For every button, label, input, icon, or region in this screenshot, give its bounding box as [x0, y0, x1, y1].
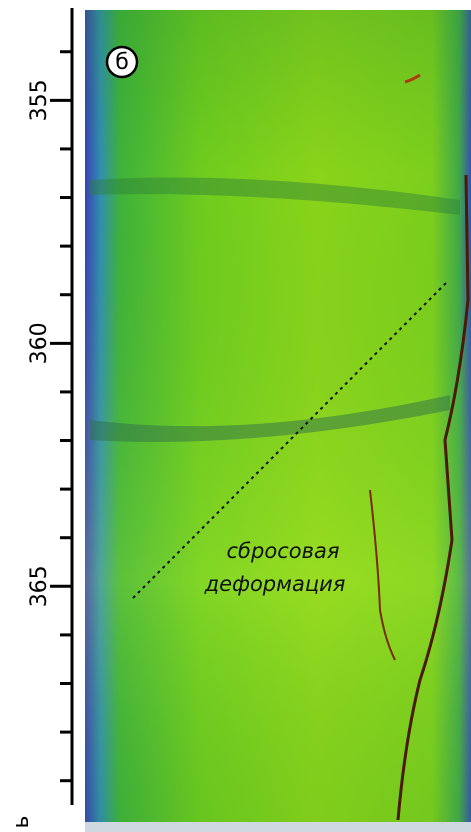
panel-label: б: [115, 50, 129, 75]
annotation: сбросовая: [227, 539, 340, 563]
annotation: деформация: [204, 572, 346, 596]
core-shading: [85, 10, 471, 825]
figure: б сбросовая деформация ь 355 360 365: [0, 0, 471, 832]
page: б сбросовая деформация ь 355360365 (() =…: [0, 0, 471, 832]
tick-label: 360: [27, 322, 52, 364]
axis-label: ь: [9, 816, 34, 829]
tick-label: 365: [27, 565, 52, 607]
core-bottom: [85, 822, 471, 832]
tick-label: 355: [27, 79, 52, 121]
